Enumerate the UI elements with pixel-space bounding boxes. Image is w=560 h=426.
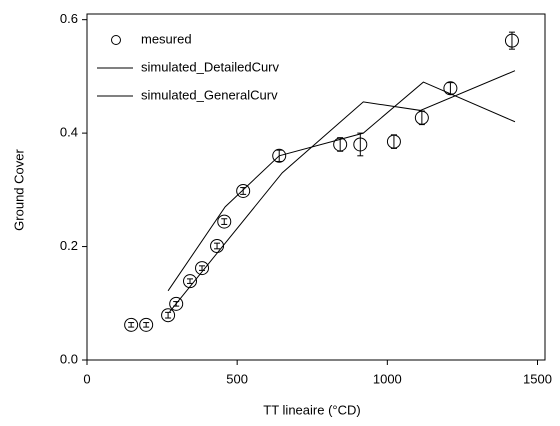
legend-label: simulated_GeneralCurv — [141, 87, 278, 102]
data-point — [183, 274, 198, 289]
data-point — [169, 296, 184, 311]
y-axis-label: Ground Cover — [11, 149, 26, 231]
legend-label: mesured — [141, 31, 192, 46]
data-point — [414, 110, 429, 125]
plot-frame — [86, 13, 546, 361]
data-point — [353, 137, 368, 152]
y-tick-label: 0.2 — [60, 238, 78, 253]
data-point — [124, 317, 139, 332]
data-point — [443, 81, 458, 96]
data-point — [161, 308, 176, 323]
data-point — [195, 261, 210, 276]
y-tick-label: 0.6 — [60, 11, 78, 26]
legend-marker — [111, 35, 121, 45]
data-point — [333, 137, 348, 152]
legend-label: simulated_DetailedCurv — [141, 59, 280, 74]
x-tick-label: 1000 — [373, 371, 402, 386]
data-point — [272, 148, 287, 163]
x-tick-label: 1500 — [523, 371, 552, 386]
data-point — [217, 214, 232, 229]
data-point — [139, 317, 154, 332]
y-tick-label: 0.4 — [60, 125, 78, 140]
line — [169, 70, 516, 313]
x-tick-label: 500 — [226, 371, 248, 386]
x-axis-label: TT lineaire (°CD) — [263, 402, 360, 417]
y-tick-label: 0.0 — [60, 351, 78, 366]
x-tick-label: 0 — [83, 371, 90, 386]
data-point — [236, 183, 251, 198]
line — [167, 81, 516, 292]
data-point — [504, 33, 519, 48]
data-point — [386, 134, 401, 149]
